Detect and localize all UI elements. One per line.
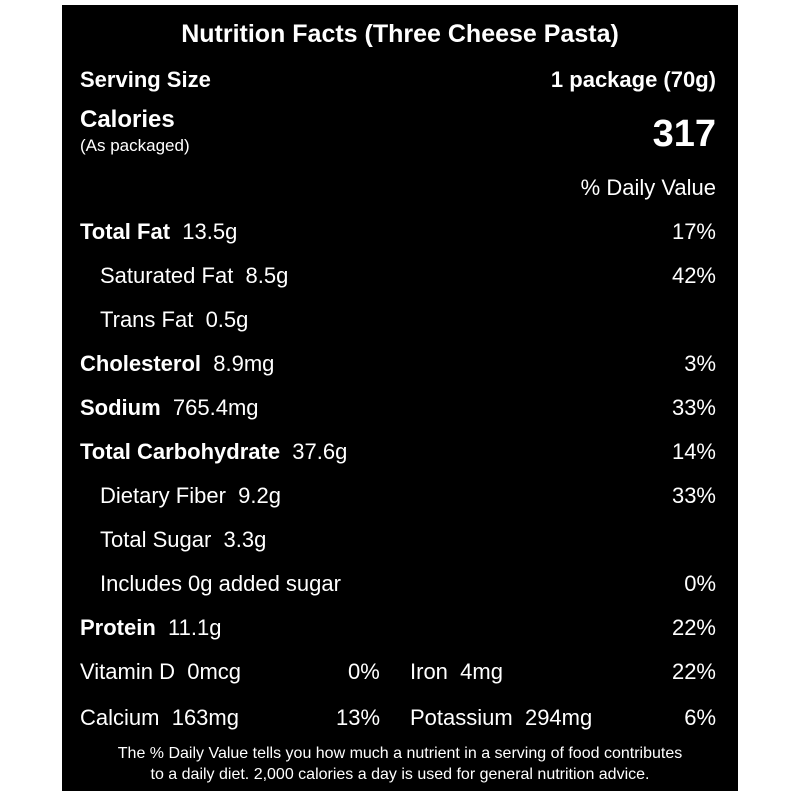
daily-value-header-row: % Daily Value xyxy=(80,171,716,205)
footnote-line-1: The % Daily Value tells you how much a n… xyxy=(117,745,683,762)
nutrient-amount: 3.3g xyxy=(223,527,267,552)
nutrient-amount: 11.1g xyxy=(168,615,222,640)
calories-value: 317 xyxy=(652,113,716,155)
calories-note: (As packaged) xyxy=(80,136,190,155)
nutrient-row-total-carbohydrate: Total Carbohydrate 37.6g 14% xyxy=(80,435,716,469)
daily-value-header: % Daily Value xyxy=(580,175,716,200)
micronutrient-name: Calcium xyxy=(80,705,160,730)
nutrient-name: Trans Fat xyxy=(100,307,194,332)
nutrient-row-cholesterol: Cholesterol 8.9mg 3% xyxy=(80,347,716,381)
nutrient-dv: 3% xyxy=(684,351,716,376)
nutrient-dv: 17% xyxy=(671,219,716,244)
micronutrient-potassium: Potassium 294mg xyxy=(410,701,592,735)
micronutrient-name: Potassium xyxy=(410,705,513,730)
calories-label: Calories xyxy=(80,106,175,133)
micronutrient-dv: 0% xyxy=(348,659,380,684)
nutrient-name: Protein xyxy=(80,615,156,640)
micronutrient-amount: 0mcg xyxy=(187,659,241,684)
nutrient-name: Sodium xyxy=(80,395,161,420)
nutrient-name: Total Fat xyxy=(80,219,171,244)
nutrient-amount: 9.2g xyxy=(238,483,281,508)
micronutrient-dv: 22% xyxy=(671,659,716,684)
nutrient-row-dietary-fiber: Dietary Fiber 9.2g 33% xyxy=(100,479,716,513)
nutrient-name: Includes 0g added sugar xyxy=(100,571,341,596)
serving-size-row: Serving Size 1 package (70g) xyxy=(80,63,716,97)
nutrient-name: Dietary Fiber xyxy=(100,483,226,508)
nutrient-dv: 33% xyxy=(671,483,716,508)
micronutrient-amount: 163mg xyxy=(171,705,239,730)
nutrient-amount: 765.4mg xyxy=(172,395,259,420)
nutrient-dv: 0% xyxy=(684,571,716,596)
micronutrient-calcium: Calcium 163mg xyxy=(80,701,239,735)
nutrient-amount: 8.9mg xyxy=(213,351,275,376)
nutrient-dv: 42% xyxy=(671,263,716,288)
nutrient-name: Saturated Fat xyxy=(100,263,234,288)
nutrient-row-sodium: Sodium 765.4mg 33% xyxy=(80,391,716,425)
nutrient-row-trans-fat: Trans Fat 0.5g xyxy=(100,303,716,337)
nutrient-name: Total Sugar xyxy=(100,527,212,552)
nutrition-facts-panel: Nutrition Facts (Three Cheese Pasta) Ser… xyxy=(62,5,738,791)
micronutrient-iron: Iron 4mg xyxy=(410,655,503,689)
micronutrient-dv: 13% xyxy=(336,705,381,730)
label-title: Nutrition Facts (Three Cheese Pasta) xyxy=(181,20,619,48)
nutrient-amount: 37.6g xyxy=(292,439,348,464)
footnote-line-2: to a daily diet. 2,000 calories a day is… xyxy=(150,766,650,783)
nutrient-row-total-fat: Total Fat 13.5g 17% xyxy=(80,215,716,249)
micronutrient-name: Vitamin D xyxy=(80,659,175,684)
nutrient-dv: 33% xyxy=(671,395,716,420)
nutrient-dv: 14% xyxy=(671,439,716,464)
serving-size-value: 1 package (70g) xyxy=(550,67,716,92)
micronutrient-vitamin-d: Vitamin D 0mcg xyxy=(80,655,241,689)
nutrient-row-protein: Protein 11.1g 22% xyxy=(80,611,716,645)
nutrient-amount: 0.5g xyxy=(205,307,249,332)
nutrient-row-saturated-fat: Saturated Fat 8.5g 42% xyxy=(100,259,716,293)
nutrient-name: Cholesterol xyxy=(80,351,202,376)
nutrient-amount: 8.5g xyxy=(245,263,289,288)
nutrient-dv: 22% xyxy=(671,615,716,640)
nutrient-row-added-sugar: Includes 0g added sugar 0% xyxy=(100,567,716,601)
micronutrient-amount: 4mg xyxy=(460,659,503,684)
nutrient-amount: 13.5g xyxy=(182,219,238,244)
serving-size-label: Serving Size xyxy=(80,67,211,92)
micronutrient-row-2: Calcium 163mg 13% Potassium 294mg 6% xyxy=(80,701,716,735)
footnote: The % Daily Value tells you how much a n… xyxy=(64,743,736,785)
micronutrient-dv: 6% xyxy=(684,705,716,730)
nutrient-row-total-sugar: Total Sugar 3.3g xyxy=(100,523,716,557)
nutrient-name: Total Carbohydrate xyxy=(80,439,281,464)
micronutrient-amount: 294mg xyxy=(524,705,593,730)
micronutrient-row-1: Vitamin D 0mcg 0% Iron 4mg 22% xyxy=(80,655,716,689)
micronutrient-name: Iron xyxy=(410,659,448,684)
